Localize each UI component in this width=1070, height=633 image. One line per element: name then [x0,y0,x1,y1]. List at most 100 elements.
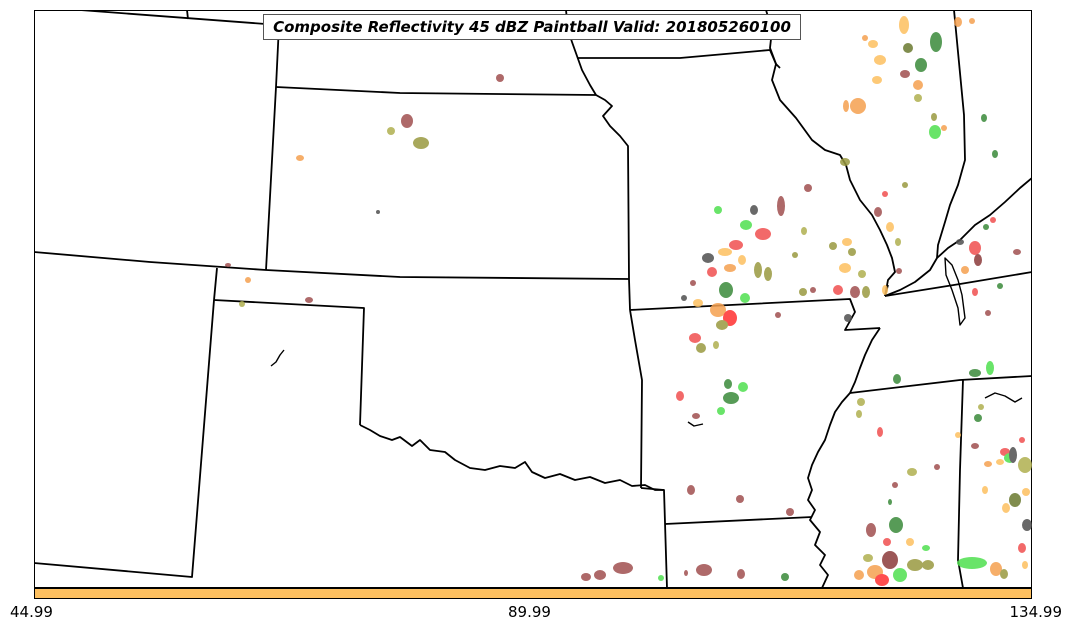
paintball-cell [833,285,843,295]
colorbar-tick-mid: 89.99 [508,603,551,621]
paintball-cell [738,255,746,265]
lake-al [984,392,1023,403]
colorbar [34,588,1032,599]
state-border-ok-ar [629,309,643,489]
paintball-cell [906,538,914,546]
paintball-cell [696,343,706,353]
paintball-cell [955,432,961,438]
lake-nm [270,349,285,367]
paintball-cell [777,196,785,216]
paintball-cell [1013,249,1021,255]
paintball-cell [895,238,901,246]
paintball-cell [305,297,313,303]
map-frame [34,10,1032,588]
paintball-cell [941,125,947,131]
paintball-cell [839,263,851,273]
paintball-cell [969,241,981,255]
paintball-cell [883,538,891,546]
state-border-ms-al [957,379,964,588]
paintball-cell [687,485,695,495]
paintball-cell [296,155,304,161]
colorbar-tick-min: 44.99 [10,603,53,621]
paintball-cell [893,568,907,582]
paintball-cell [842,238,852,246]
paintball-cell [997,283,1003,289]
paintball-cell [755,228,771,240]
state-border-tx-ar [640,487,668,588]
paintball-cell [996,459,1004,465]
paintball-cell [1000,569,1008,579]
paintball-cell [764,267,772,281]
paintball-cell [718,248,732,256]
paintball-cell [401,114,413,128]
paintball-cell [957,557,987,569]
paintball-cell [899,16,909,34]
paintball-cell [676,391,684,401]
paintball-cell [896,268,902,274]
paintball-cell [496,74,504,82]
paintball-cell [1002,503,1010,513]
paintball-cell [877,427,883,437]
paintball-cell [888,499,892,505]
state-border-co-nm [213,267,218,301]
paintball-cell [863,554,873,562]
paintball-cell [840,158,850,166]
paintball-cell [969,18,975,24]
state-border-ne-ks [275,86,597,96]
lake-ok [687,421,704,427]
paintball-cell [961,266,969,274]
paintball-cell [717,407,725,415]
paintball-cell [848,248,856,256]
paintball-cell [1009,447,1017,463]
paintball-cell [724,264,736,272]
paintball-cell [843,100,849,112]
paintball-cell [866,523,876,537]
paintball-cell [804,184,812,192]
paintball-cell [984,461,992,467]
paintball-cell [974,414,982,422]
paintball-cell [689,333,701,343]
paintball-cell [696,564,712,576]
state-border-wyoming-south [79,10,280,26]
paintball-cell [922,545,930,551]
paintball-cell [900,70,910,78]
state-border-nm [213,299,365,426]
state-border-il-wi [775,63,781,69]
paintball-cell [581,573,591,581]
paintball-cell [862,35,868,41]
paintball-cell [1018,543,1026,553]
paintball-cell [907,468,917,476]
paintball-cell [990,217,996,223]
paintball-cell [915,58,927,72]
state-border-az-nm [34,299,215,578]
paintball-cell [985,310,991,316]
paintball-cell [714,206,722,214]
paintball-cell [594,570,606,580]
paintball-cell [738,382,748,392]
paintball-cell [882,191,888,197]
paintball-cell [702,253,714,263]
state-border-ut-az [34,251,630,280]
paintball-cell [737,569,745,579]
paintball-cell [922,560,934,570]
paintball-cell [850,98,866,114]
paintball-cell [724,379,732,389]
paintball-cell [801,227,807,235]
paintball-cell [983,224,989,230]
paintball-cell [1022,488,1030,496]
paintball-cell [990,562,1002,576]
state-border-ne-co [186,10,189,20]
paintball-cell [740,293,750,303]
paintball-cell [1018,457,1032,473]
paintball-cell [978,404,984,410]
paintball-cell [1019,437,1025,443]
paintball-cell [225,263,231,267]
paintball-cell [707,267,717,277]
paintball-cell [799,288,807,296]
map-title: Composite Reflectivity 45 dBZ Paintball … [263,14,801,40]
paintball-cell [858,270,866,278]
paintball-cell [992,150,998,158]
paintball-cell [850,286,860,298]
paintball-cell [729,240,743,250]
paintball-cell [1022,519,1032,531]
